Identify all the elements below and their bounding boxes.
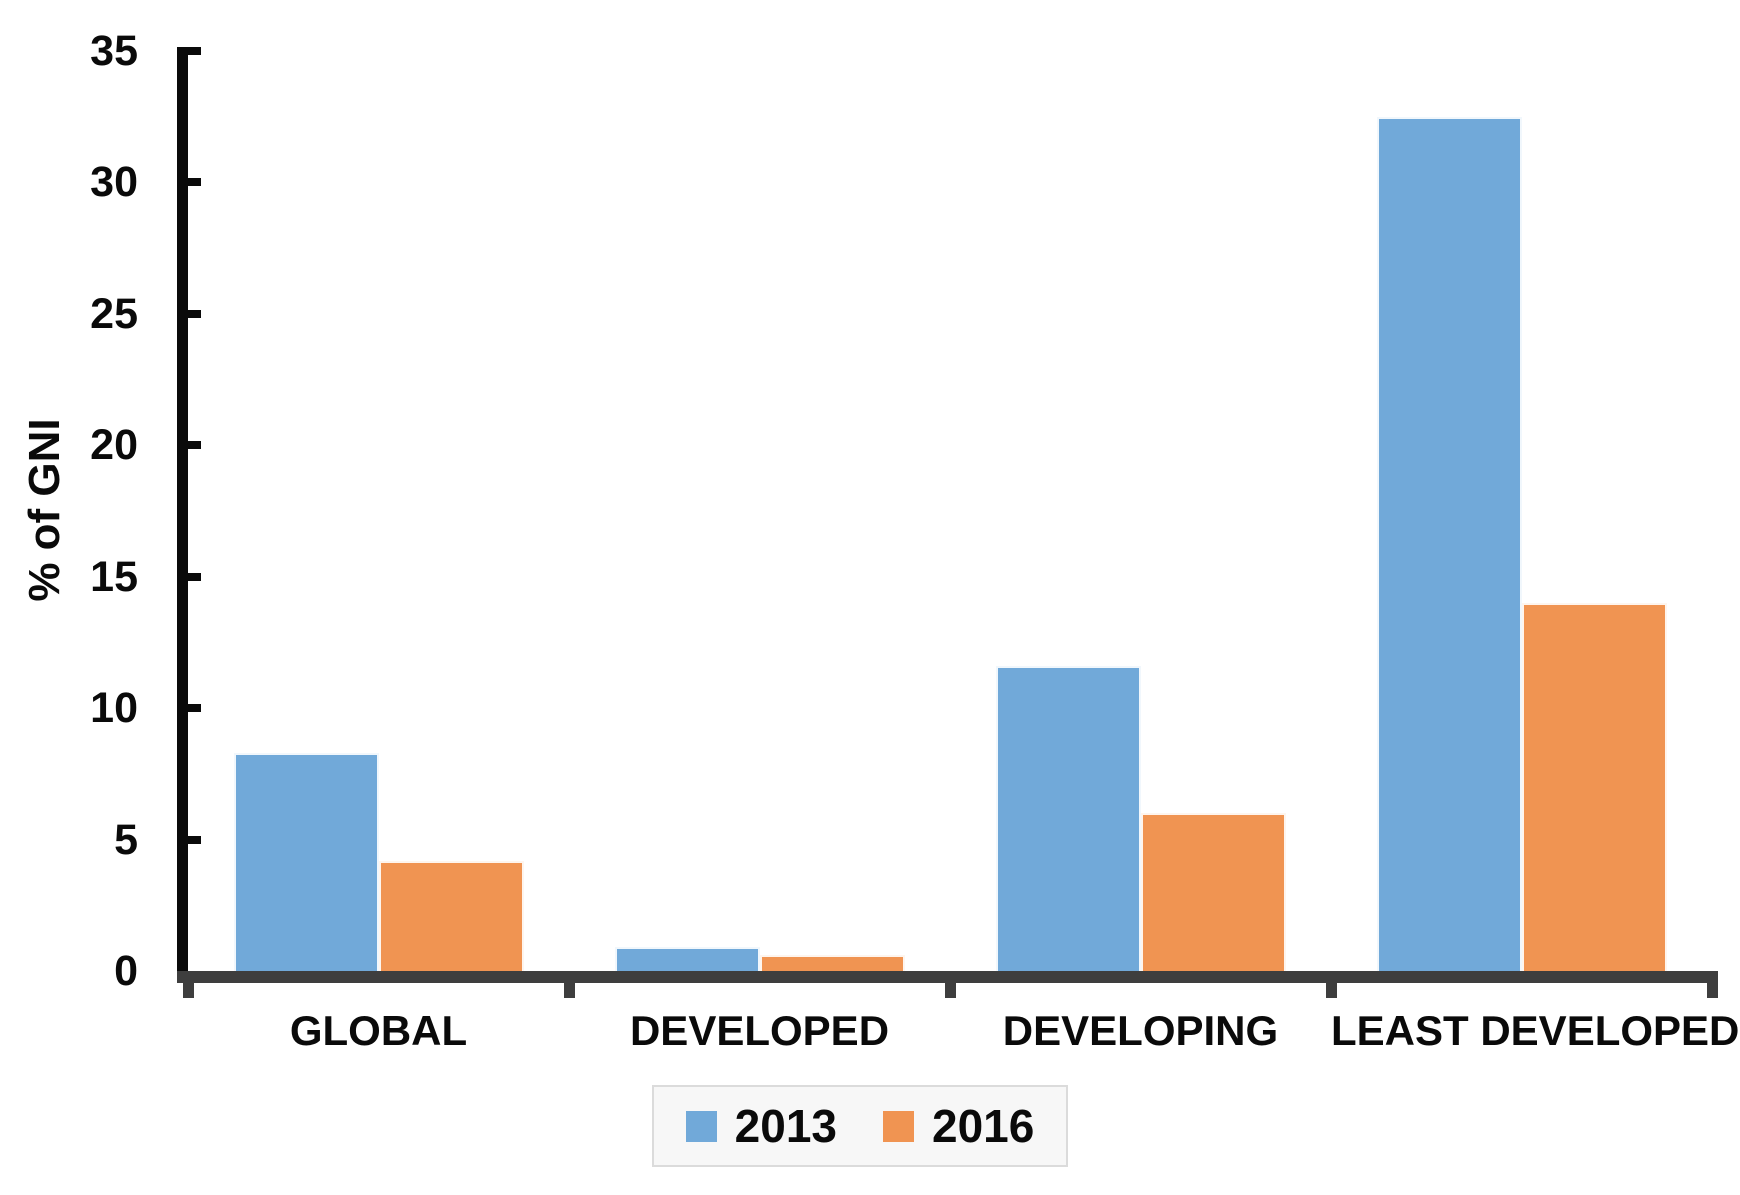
bar-2016-developed — [759, 955, 905, 971]
y-tick-label-5: 5 — [114, 815, 138, 864]
bar-2016-global — [378, 860, 524, 971]
y-tick-mark-15 — [186, 572, 201, 581]
x-axis-label-developing: DEVELOPING — [1002, 1007, 1279, 1054]
legend-swatch-2016 — [883, 1110, 914, 1142]
y-tick-mark-5 — [186, 835, 201, 844]
bar-2013-developing — [995, 666, 1141, 971]
y-tick-mark-25 — [186, 309, 201, 318]
x-axis-label-global: GLOBAL — [289, 1007, 468, 1054]
legend: 2013 2016 — [652, 1085, 1068, 1167]
bar-2016-developing — [1140, 813, 1286, 971]
y-tick-mark-20 — [186, 441, 201, 450]
x-tick-mark-4 — [1706, 983, 1718, 998]
y-tick-mark-35 — [186, 47, 201, 55]
y-tick-mark-30 — [186, 178, 201, 187]
y-tick-label-0: 0 — [114, 947, 138, 995]
y-tick-label-20: 20 — [90, 421, 138, 470]
y-tick-mark-10 — [186, 704, 201, 713]
legend-swatch-2013 — [685, 1110, 717, 1142]
legend-label-2016: 2016 — [932, 1100, 1035, 1152]
y-tick-label-25: 25 — [90, 289, 138, 338]
bar-2016-least-developed — [1521, 603, 1667, 971]
legend-item-2013: 2013 — [685, 1100, 837, 1152]
x-tick-mark-1 — [563, 983, 575, 998]
bar-2013-developed — [614, 947, 760, 971]
x-axis-label-least-developed: LEAST DEVELOPED — [1331, 1007, 1740, 1054]
bar-2013-least-developed — [1376, 116, 1522, 971]
y-tick-label-35: 35 — [90, 27, 138, 75]
legend-label-2013: 2013 — [734, 1100, 837, 1152]
y-tick-label-15: 15 — [90, 552, 138, 601]
bar-2013-global — [233, 752, 379, 971]
legend-item-2016: 2016 — [883, 1103, 1034, 1149]
x-axis-label-developed: DEVELOPED — [629, 1007, 890, 1054]
x-tick-mark-2 — [944, 983, 956, 998]
y-axis-line — [177, 47, 188, 983]
x-tick-mark-3 — [1325, 983, 1337, 998]
y-tick-label-10: 10 — [90, 684, 138, 733]
y-tick-label-30: 30 — [90, 158, 138, 207]
x-axis-line — [177, 971, 1718, 983]
x-tick-mark-0 — [182, 983, 194, 998]
